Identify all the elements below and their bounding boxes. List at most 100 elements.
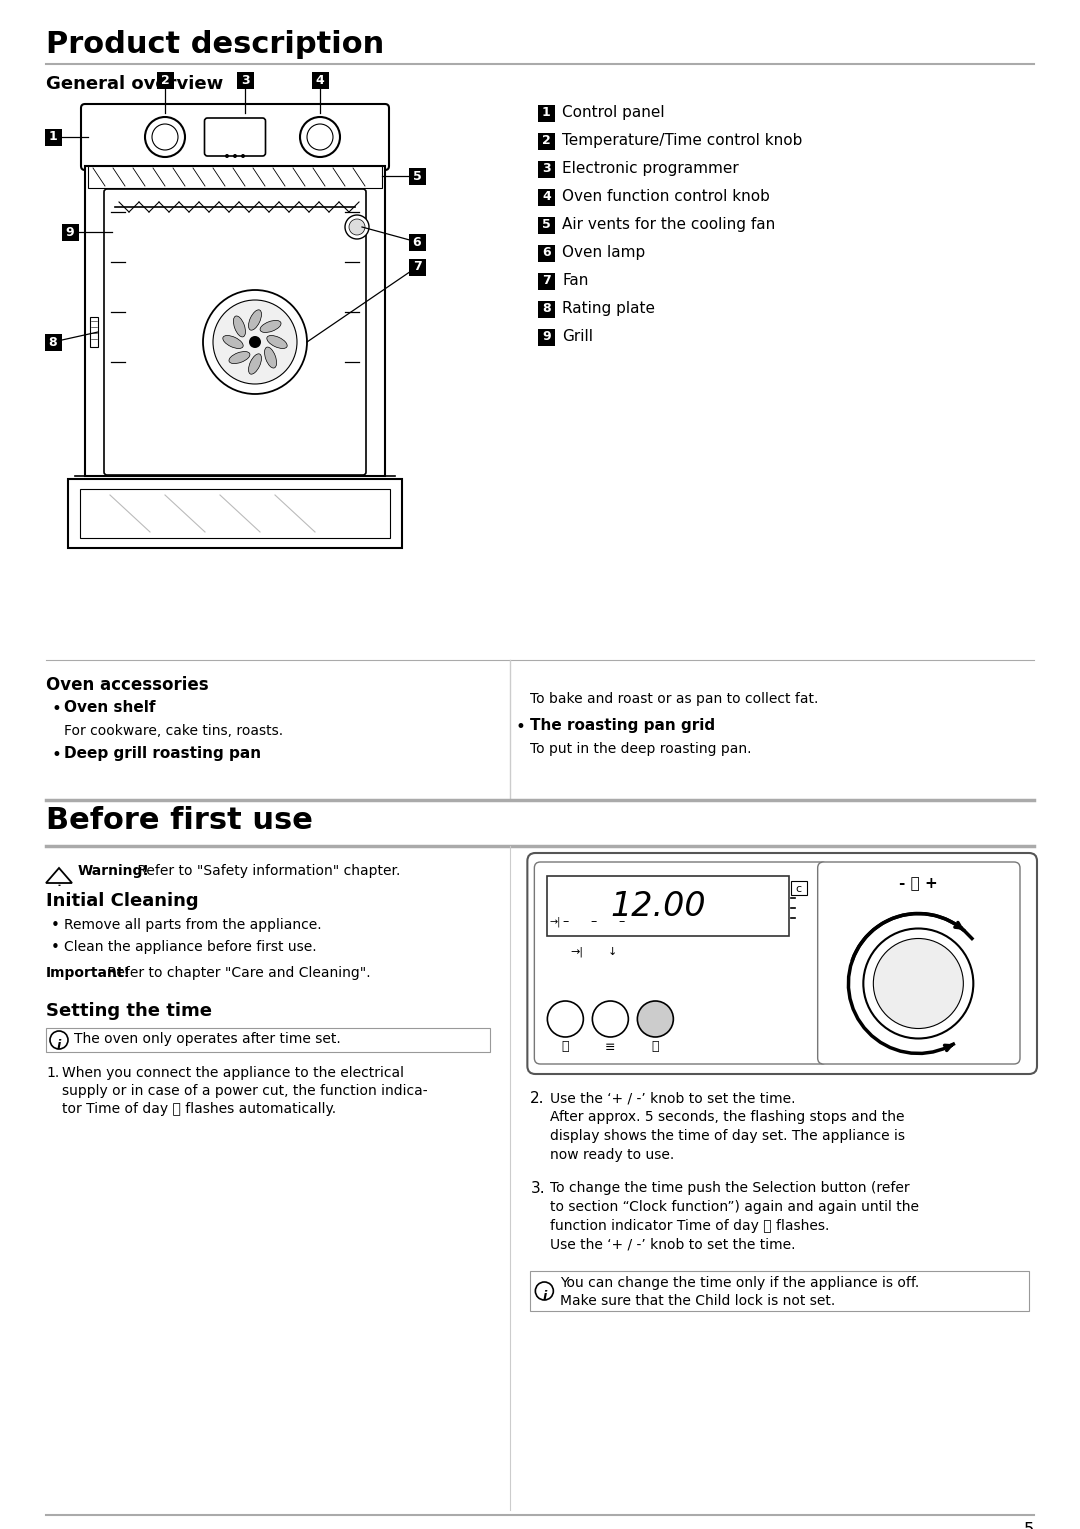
Circle shape <box>203 291 307 394</box>
Bar <box>408 168 426 185</box>
Text: function indicator Time of day ⓣ flashes.: function indicator Time of day ⓣ flashes… <box>551 1219 829 1232</box>
Text: Setting the time: Setting the time <box>46 1001 212 1020</box>
Text: 6: 6 <box>542 246 551 260</box>
Text: –: – <box>563 916 568 928</box>
Text: 1: 1 <box>542 107 551 119</box>
Text: display shows the time of day set. The appliance is: display shows the time of day set. The a… <box>551 1128 905 1144</box>
Text: Fan: Fan <box>563 274 589 287</box>
Text: Control panel: Control panel <box>563 106 665 119</box>
FancyBboxPatch shape <box>527 853 1037 1073</box>
Text: To put in the deep roasting pan.: To put in the deep roasting pan. <box>530 742 752 755</box>
Bar <box>408 234 426 251</box>
Text: Make sure that the Child lock is not set.: Make sure that the Child lock is not set… <box>561 1294 836 1307</box>
FancyBboxPatch shape <box>104 190 366 476</box>
Circle shape <box>249 336 261 349</box>
Text: When you connect the appliance to the electrical: When you connect the appliance to the el… <box>62 1066 404 1079</box>
Bar <box>408 258 426 275</box>
Bar <box>44 333 62 350</box>
Text: Ⓒ: Ⓒ <box>562 1041 569 1053</box>
Circle shape <box>241 154 245 157</box>
Polygon shape <box>46 868 72 884</box>
Bar <box>538 329 555 346</box>
Circle shape <box>225 154 229 157</box>
Text: General overview: General overview <box>46 75 224 93</box>
Circle shape <box>349 219 365 235</box>
Text: 3: 3 <box>241 73 249 87</box>
Text: 5: 5 <box>1024 1521 1034 1529</box>
Text: Product description: Product description <box>46 31 384 60</box>
Text: •: • <box>515 719 525 735</box>
Text: 2: 2 <box>161 73 170 87</box>
Text: 2: 2 <box>542 135 551 147</box>
Bar <box>85 167 384 476</box>
Text: 3: 3 <box>542 162 551 176</box>
Text: Rating plate: Rating plate <box>563 301 656 317</box>
Ellipse shape <box>267 335 287 349</box>
Circle shape <box>300 118 340 157</box>
Bar <box>62 223 79 240</box>
Ellipse shape <box>229 352 249 364</box>
Text: –: – <box>591 916 596 928</box>
Text: ≡: ≡ <box>605 1041 616 1053</box>
Text: tor Time of day ⓣ flashes automatically.: tor Time of day ⓣ flashes automatically. <box>62 1102 336 1116</box>
Text: 5: 5 <box>413 170 421 182</box>
Bar <box>87 167 382 188</box>
Bar <box>157 72 174 89</box>
Text: Use the ‘+ / -’ knob to set the time.: Use the ‘+ / -’ knob to set the time. <box>551 1238 796 1252</box>
Text: ↓: ↓ <box>608 946 617 957</box>
Circle shape <box>548 1001 583 1037</box>
Bar <box>80 489 390 538</box>
Bar <box>548 876 788 936</box>
Text: 4: 4 <box>315 73 324 87</box>
Text: Oven accessories: Oven accessories <box>46 676 208 694</box>
Text: To bake and roast or as pan to collect fat.: To bake and roast or as pan to collect f… <box>530 693 819 706</box>
Text: The oven only operates after time set.: The oven only operates after time set. <box>75 1032 341 1046</box>
Text: 1: 1 <box>49 130 57 144</box>
Bar <box>44 128 62 145</box>
FancyBboxPatch shape <box>535 862 827 1064</box>
Bar <box>46 1027 490 1052</box>
FancyBboxPatch shape <box>81 104 389 170</box>
Text: Air vents for the cooling fan: Air vents for the cooling fan <box>563 217 775 232</box>
Text: →|: →| <box>571 946 584 957</box>
FancyBboxPatch shape <box>68 479 402 547</box>
Bar <box>538 217 555 234</box>
Circle shape <box>345 216 369 239</box>
Ellipse shape <box>248 310 261 330</box>
Bar <box>538 133 555 150</box>
Text: Remove all parts from the appliance.: Remove all parts from the appliance. <box>64 917 322 933</box>
Text: 5: 5 <box>542 219 551 231</box>
Text: Clean the appliance before first use.: Clean the appliance before first use. <box>64 940 316 954</box>
Text: Oven shelf: Oven shelf <box>64 700 156 716</box>
Text: 8: 8 <box>542 303 551 315</box>
Text: Oven lamp: Oven lamp <box>563 245 646 260</box>
Circle shape <box>233 154 237 157</box>
Circle shape <box>152 124 178 150</box>
Text: Grill: Grill <box>563 329 593 344</box>
Circle shape <box>536 1281 553 1300</box>
Circle shape <box>637 1001 673 1037</box>
Text: To change the time push the Selection button (refer: To change the time push the Selection bu… <box>551 1180 910 1196</box>
Text: 8: 8 <box>49 335 57 349</box>
Bar <box>90 317 98 347</box>
Text: –: – <box>618 916 624 928</box>
Bar <box>538 245 555 261</box>
Text: now ready to use.: now ready to use. <box>551 1148 675 1162</box>
Text: ⌛: ⌛ <box>651 1041 659 1053</box>
Text: i: i <box>57 1040 62 1052</box>
Circle shape <box>592 1001 629 1037</box>
Text: •: • <box>51 940 59 956</box>
Bar <box>538 104 555 121</box>
Bar <box>538 188 555 205</box>
Bar <box>311 72 328 89</box>
Text: 9: 9 <box>66 225 75 239</box>
Text: Important!: Important! <box>46 966 131 980</box>
Circle shape <box>145 118 185 157</box>
Text: 2.: 2. <box>530 1092 544 1105</box>
Ellipse shape <box>222 335 243 349</box>
Text: Temperature/Time control knob: Temperature/Time control knob <box>563 133 802 148</box>
Text: 4: 4 <box>542 191 551 203</box>
Text: Refer to "Safety information" chapter.: Refer to "Safety information" chapter. <box>133 864 401 878</box>
Text: i: i <box>542 1290 546 1303</box>
Text: !: ! <box>56 878 62 888</box>
